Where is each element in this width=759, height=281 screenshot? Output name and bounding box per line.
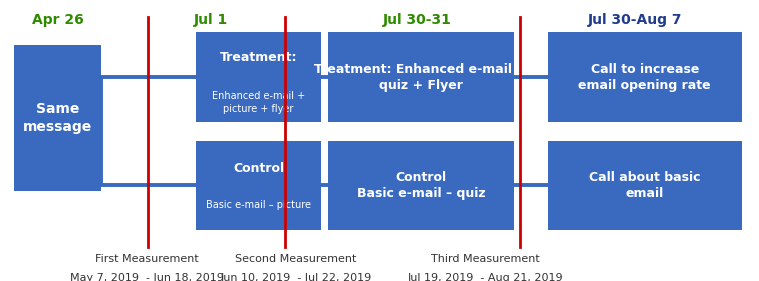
Text: Control: Control bbox=[233, 162, 284, 175]
Text: Basic e-mail – picture: Basic e-mail – picture bbox=[206, 200, 311, 210]
Text: Jul 30-Aug 7: Jul 30-Aug 7 bbox=[588, 13, 683, 27]
Text: Same
message: Same message bbox=[23, 102, 92, 134]
Text: Third Measurement: Third Measurement bbox=[431, 254, 540, 264]
Text: Enhanced e-mail +
picture + flyer: Enhanced e-mail + picture + flyer bbox=[212, 91, 305, 114]
Text: First Measurement: First Measurement bbox=[95, 254, 198, 264]
Text: Jul 30-31: Jul 30-31 bbox=[383, 13, 452, 27]
FancyBboxPatch shape bbox=[328, 32, 514, 122]
Text: Apr 26: Apr 26 bbox=[32, 13, 83, 27]
Text: Jul 19, 2019  - Aug 21, 2019: Jul 19, 2019 - Aug 21, 2019 bbox=[408, 273, 564, 281]
Text: Call about basic
email: Call about basic email bbox=[589, 171, 701, 200]
FancyBboxPatch shape bbox=[196, 140, 321, 230]
Text: Call to increase
email opening rate: Call to increase email opening rate bbox=[578, 63, 711, 92]
FancyBboxPatch shape bbox=[14, 45, 101, 191]
Text: Second Measurement: Second Measurement bbox=[235, 254, 357, 264]
Text: May 7, 2019  - Jun 18, 2019: May 7, 2019 - Jun 18, 2019 bbox=[70, 273, 223, 281]
FancyBboxPatch shape bbox=[196, 32, 321, 122]
Text: Control
Basic e-mail – quiz: Control Basic e-mail – quiz bbox=[357, 171, 485, 200]
Text: Treatment: Enhanced e-mail +
quiz + Flyer: Treatment: Enhanced e-mail + quiz + Flye… bbox=[314, 63, 528, 92]
FancyBboxPatch shape bbox=[328, 140, 514, 230]
Text: Treatment:: Treatment: bbox=[219, 51, 298, 64]
Text: Jun 10, 2019  - Jul 22, 2019: Jun 10, 2019 - Jul 22, 2019 bbox=[220, 273, 372, 281]
FancyBboxPatch shape bbox=[548, 140, 742, 230]
FancyBboxPatch shape bbox=[548, 32, 742, 122]
Text: Jul 1: Jul 1 bbox=[194, 13, 228, 27]
